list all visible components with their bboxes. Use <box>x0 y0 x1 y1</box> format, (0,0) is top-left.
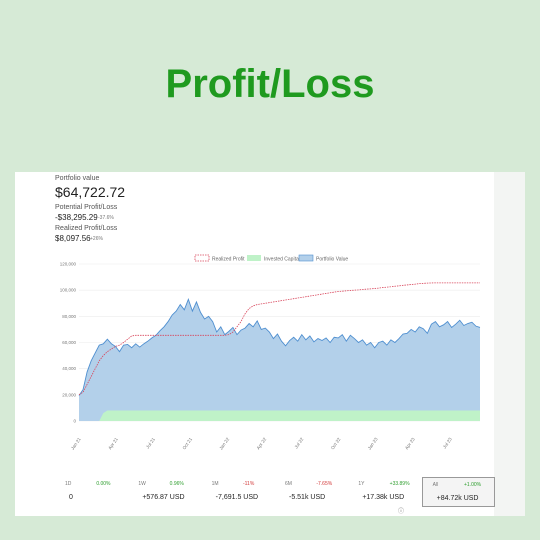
chart-series <box>78 282 481 421</box>
stat-change: +1.00% <box>463 482 482 488</box>
y-tick-label: 120,000 <box>60 262 77 267</box>
stat-change: -11% <box>242 481 255 487</box>
x-tick-label: Jul 23 <box>442 436 453 449</box>
potential-pl-value: -$38,295.29 <box>55 213 98 222</box>
legend-label-invested-capital: Invested Capital <box>264 257 300 263</box>
x-tick-label: Apr 22 <box>256 436 268 450</box>
portfolio-value: $64,722.72 <box>55 184 126 200</box>
page-title: Profit/Loss <box>165 62 375 106</box>
stat-1m[interactable]: 1M -11% -7,691.5 USD <box>202 477 275 507</box>
y-tick-label: 60,000 <box>62 340 76 345</box>
legend-swatch-portfolio-value[interactable] <box>298 254 314 262</box>
x-tick-label: Oct 21 <box>181 436 193 450</box>
portfolio-panel: Portfolio value $64,722.72 Potential Pro… <box>15 172 495 516</box>
stat-period-label: 1D <box>65 481 72 487</box>
period-stats-bar: 1D 0.00% 0 1W 0.96% +576.87 USD 1M -11% -7,691.5… <box>55 477 495 507</box>
portfolio-value-label: Portfolio value <box>55 175 100 182</box>
potential-pl-label: Potential Profit/Loss <box>55 204 118 211</box>
x-tick-label: Jan 21 <box>70 436 82 450</box>
legend-label-portfolio-value: Portfolio Value <box>316 257 348 263</box>
chart-legend: Realized Profit Invested Capital Portfol… <box>194 254 348 263</box>
series-portfolio-value-area <box>79 299 480 421</box>
x-tick-label: Apr 23 <box>404 436 416 450</box>
realized-pl-value: $8,097.56 <box>55 234 91 243</box>
x-tick-label: Apr 21 <box>107 436 119 450</box>
x-tick-label: Jul 21 <box>145 436 156 449</box>
y-tick-label: 40,000 <box>62 366 76 371</box>
x-tick-label: Jan 23 <box>367 436 379 450</box>
legend-swatch-realized-profit[interactable] <box>194 254 210 262</box>
stat-6m[interactable]: 6M -7.65% -5.51k USD <box>275 477 348 507</box>
stat-value: 0 <box>69 494 73 501</box>
stat-period-label: All <box>432 482 439 488</box>
stat-value: +576.87 USD <box>142 494 185 501</box>
x-tick-label: Jul 22 <box>293 436 304 449</box>
stat-period-label: 1Y <box>358 481 365 487</box>
portfolio-card: Portfolio value $64,722.72 Potential Pro… <box>15 172 525 516</box>
x-axis-ticks: Jan 21 Apr 21 Jul 21 Oct 21 Jan 22 Apr 22 Jul … <box>70 436 453 450</box>
stat-1y[interactable]: 1Y +33.89% +17.38k USD <box>348 477 421 507</box>
stat-value: -5.51k USD <box>289 494 326 501</box>
stat-change: 0.00% <box>96 481 111 487</box>
stat-period-label: 1W <box>138 481 146 487</box>
x-tick-label: Oct 22 <box>330 436 342 450</box>
y-tick-label: 20,000 <box>62 392 76 397</box>
stat-change: +33.89% <box>389 481 410 487</box>
stat-period-label: 1M <box>211 481 219 487</box>
series-portfolio-value-line <box>78 298 481 396</box>
y-tick-label: 80,000 <box>62 314 76 319</box>
series-invested-capital-area <box>79 410 480 421</box>
series-realized-profit-line <box>78 282 480 396</box>
stat-value: +17.38k USD <box>362 494 405 501</box>
info-icon[interactable]: ⓘ <box>398 509 405 515</box>
stat-value: -7,691.5 USD <box>215 494 259 501</box>
potential-pl-pct: -37.6% <box>98 215 114 221</box>
stat-change: -7.65% <box>316 481 333 487</box>
stat-change: 0.96% <box>169 481 184 487</box>
legend-swatch-invested-capital[interactable] <box>247 255 261 261</box>
realized-pl-label: Realized Profit/Loss <box>55 225 118 232</box>
stat-1d[interactable]: 1D 0.00% 0 <box>55 477 128 507</box>
stat-all[interactable]: All +1.00% +84.72k USD <box>421 477 495 507</box>
stat-1w[interactable]: 1W 0.96% +576.87 USD <box>128 477 201 507</box>
realized-pl-pct: +26% <box>90 236 103 242</box>
y-axis-ticks: 0 20,000 40,000 60,000 80,000 100,000 120,000 <box>60 262 77 424</box>
profit-loss-chart: Realized Profit Invested Capital Portfol… <box>60 254 481 451</box>
y-tick-label: 0 <box>73 419 76 424</box>
y-tick-label: 100,000 <box>60 288 77 293</box>
x-tick-label: Jan 22 <box>218 436 230 450</box>
stat-period-label: 6M <box>285 481 292 487</box>
legend-label-realized-profit: Realized Profit <box>212 257 245 263</box>
stat-value: +84.72k USD <box>436 495 479 502</box>
